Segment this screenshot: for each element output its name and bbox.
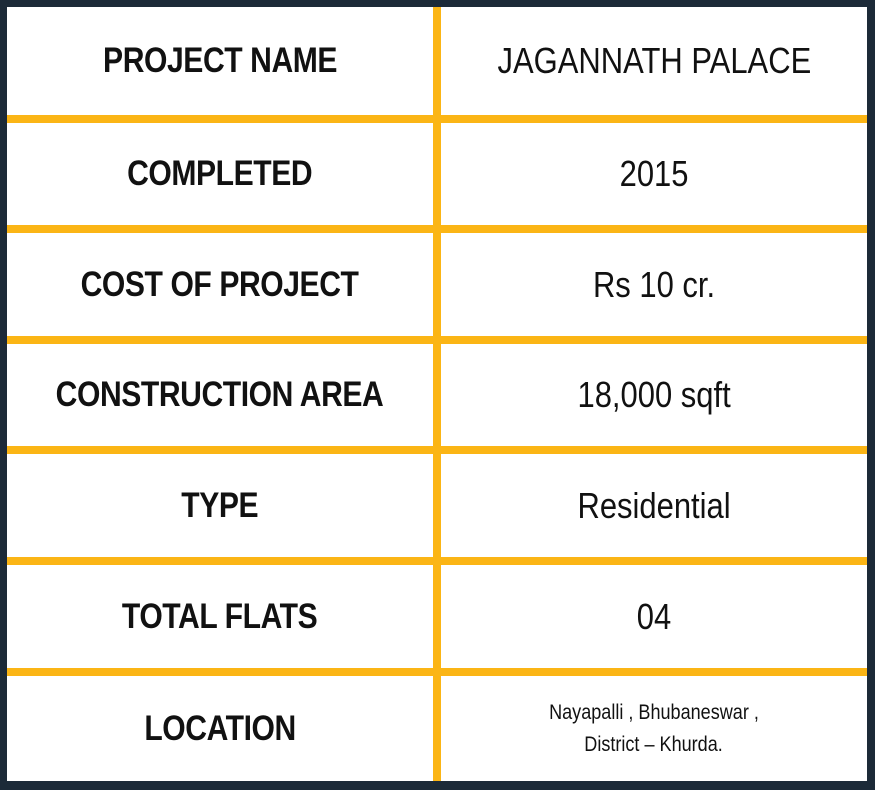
location-line-1: Nayapalli , Bhubaneswar ,: [549, 700, 759, 724]
label-completed: COMPLETED: [127, 154, 313, 193]
label-location: LOCATION: [144, 708, 296, 748]
value-project-name: JAGANNATH PALACE: [497, 40, 811, 81]
project-details-table: PROJECT NAME JAGANNATH PALACE COMPLETED …: [7, 7, 867, 781]
label-type: TYPE: [181, 485, 259, 525]
row-divider: [7, 668, 867, 676]
label-construction-area: CONSTRUCTION AREA: [56, 375, 384, 414]
value-construction-area: 18,000 sqft: [577, 374, 731, 415]
row-divider: [7, 446, 867, 454]
label-cost: COST OF PROJECT: [81, 264, 359, 304]
value-cost: Rs 10 cr.: [592, 263, 716, 305]
location-line-2: District – Khurda.: [584, 732, 724, 756]
row-divider: [7, 336, 867, 344]
value-location: Nayapalli , Bhubaneswar , District – Khu…: [441, 676, 867, 781]
value-type: Residential: [577, 484, 731, 526]
row-divider: [7, 557, 867, 565]
value-total-flats: 04: [636, 595, 672, 637]
row-divider: [7, 225, 867, 233]
column-divider: [433, 7, 441, 781]
row-divider: [7, 115, 867, 123]
label-project-name: PROJECT NAME: [102, 41, 338, 80]
value-completed: 2015: [619, 153, 689, 194]
label-total-flats: TOTAL FLATS: [122, 596, 318, 636]
